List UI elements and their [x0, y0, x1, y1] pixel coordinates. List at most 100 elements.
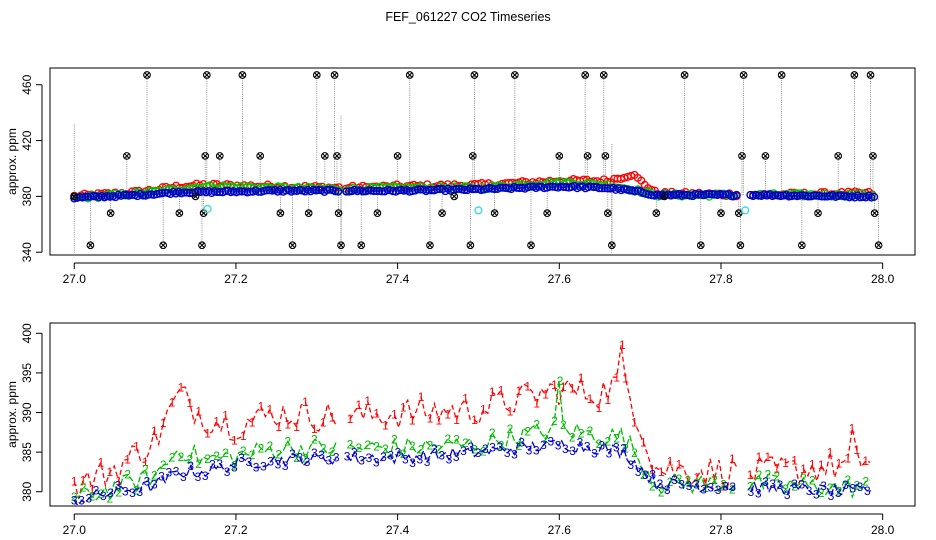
point-label: 1 [240, 429, 247, 443]
point-label: 1 [391, 408, 398, 422]
point-label: 2 [400, 447, 407, 461]
point-label: 1 [293, 420, 300, 434]
data-point [215, 187, 225, 197]
point-label: 2 [560, 418, 567, 432]
series-2-path [749, 473, 871, 500]
point-label: 2 [115, 486, 122, 500]
point-label: 1 [836, 457, 843, 471]
point-label: 3 [849, 481, 856, 495]
data-point [203, 204, 212, 213]
point-label: 3 [373, 456, 380, 470]
calibration-point [874, 241, 883, 250]
point-label: 3 [224, 465, 231, 479]
calibration-point [393, 152, 402, 160]
point-label: 1 [542, 387, 549, 401]
point-label: 3 [216, 457, 223, 471]
data-point [512, 183, 521, 192]
point-label: 1 [373, 406, 380, 420]
series-3-labels: 3 3 33 3 33 3 3 33 33 3 3 333 33 33 33 3 3 3 3 3 33 3 33 3 3 3 [71, 446, 340, 506]
point-label: 3 [591, 447, 598, 461]
point-label: 3 [708, 481, 715, 495]
point-label: 1 [400, 401, 407, 415]
point-label: 3 [85, 492, 92, 506]
data-point [548, 182, 557, 191]
calibration-point [660, 192, 669, 201]
point-label: 1 [355, 398, 362, 412]
data-point [603, 184, 612, 193]
point-label: 2 [275, 447, 282, 461]
data-point [597, 184, 607, 193]
point-label: 2 [658, 486, 665, 500]
data-point [185, 189, 194, 198]
point-label: 3 [475, 446, 482, 460]
bottom-plot-frame [49, 322, 916, 507]
point-label: 2 [249, 448, 256, 462]
point-label: 2 [551, 414, 558, 428]
point-label: 3 [93, 483, 100, 497]
point-label: 1 [329, 411, 336, 425]
data-point [377, 187, 387, 196]
point-label: 2 [462, 436, 469, 450]
point-label: 1 [782, 456, 789, 470]
calibration-point [870, 209, 879, 217]
point-label: 3 [438, 449, 445, 463]
data-point [817, 192, 826, 201]
data-point [625, 186, 634, 195]
point-label: 1 [791, 454, 798, 468]
point-label: 2 [427, 438, 434, 452]
data-point [246, 187, 255, 196]
bottom-y-axis-title: approx. ppm [5, 381, 19, 448]
point-label: 3 [642, 468, 649, 482]
point-label: 2 [320, 441, 327, 455]
data-point [342, 187, 351, 196]
point-label: 3 [562, 442, 569, 456]
data-point [721, 190, 730, 199]
point-label: 2 [791, 479, 798, 493]
bottom-y-tick-label: 385 [20, 442, 34, 462]
data-point [235, 187, 244, 196]
point-label: 3 [835, 486, 842, 500]
calibration-point [426, 241, 434, 250]
point-label: 3 [151, 478, 158, 492]
point-label: 2 [604, 435, 611, 449]
point-label: 1 [427, 411, 434, 425]
point-label: 3 [649, 468, 656, 482]
calibration-point [734, 209, 743, 217]
data-point [869, 192, 879, 201]
point-label: 1 [578, 371, 585, 385]
point-label: 1 [169, 395, 176, 409]
point-label: 2 [89, 489, 96, 503]
calibration-point [603, 209, 612, 217]
point-label: 1 [622, 372, 629, 386]
point-label: 3 [260, 460, 267, 474]
point-label: 3 [769, 477, 776, 491]
point-label: 2 [231, 458, 238, 472]
point-label: 3 [729, 480, 736, 494]
top-x-tick-label: 27.2 [224, 272, 248, 286]
data-point [515, 183, 524, 193]
point-label: 3 [722, 480, 729, 494]
point-label: 2 [782, 482, 789, 496]
point-label: 1 [204, 427, 211, 441]
point-label: 2 [329, 445, 336, 459]
point-label: 2 [524, 425, 531, 439]
bottom-y-tick-label: 395 [20, 363, 34, 383]
bottom-x-tick-label: 28.0 [871, 523, 895, 537]
calibration-point [373, 209, 382, 217]
calibration-point [337, 241, 345, 250]
data-point [839, 192, 848, 201]
calibration-point [215, 152, 224, 160]
point-label: 3 [453, 450, 460, 464]
point-label: 1 [222, 408, 229, 422]
calibration-point [466, 241, 475, 250]
calibration-point [468, 152, 477, 160]
point-label: 1 [809, 458, 816, 472]
bottom-x-tick-label: 27.0 [63, 523, 87, 537]
calibration-point [797, 241, 806, 250]
